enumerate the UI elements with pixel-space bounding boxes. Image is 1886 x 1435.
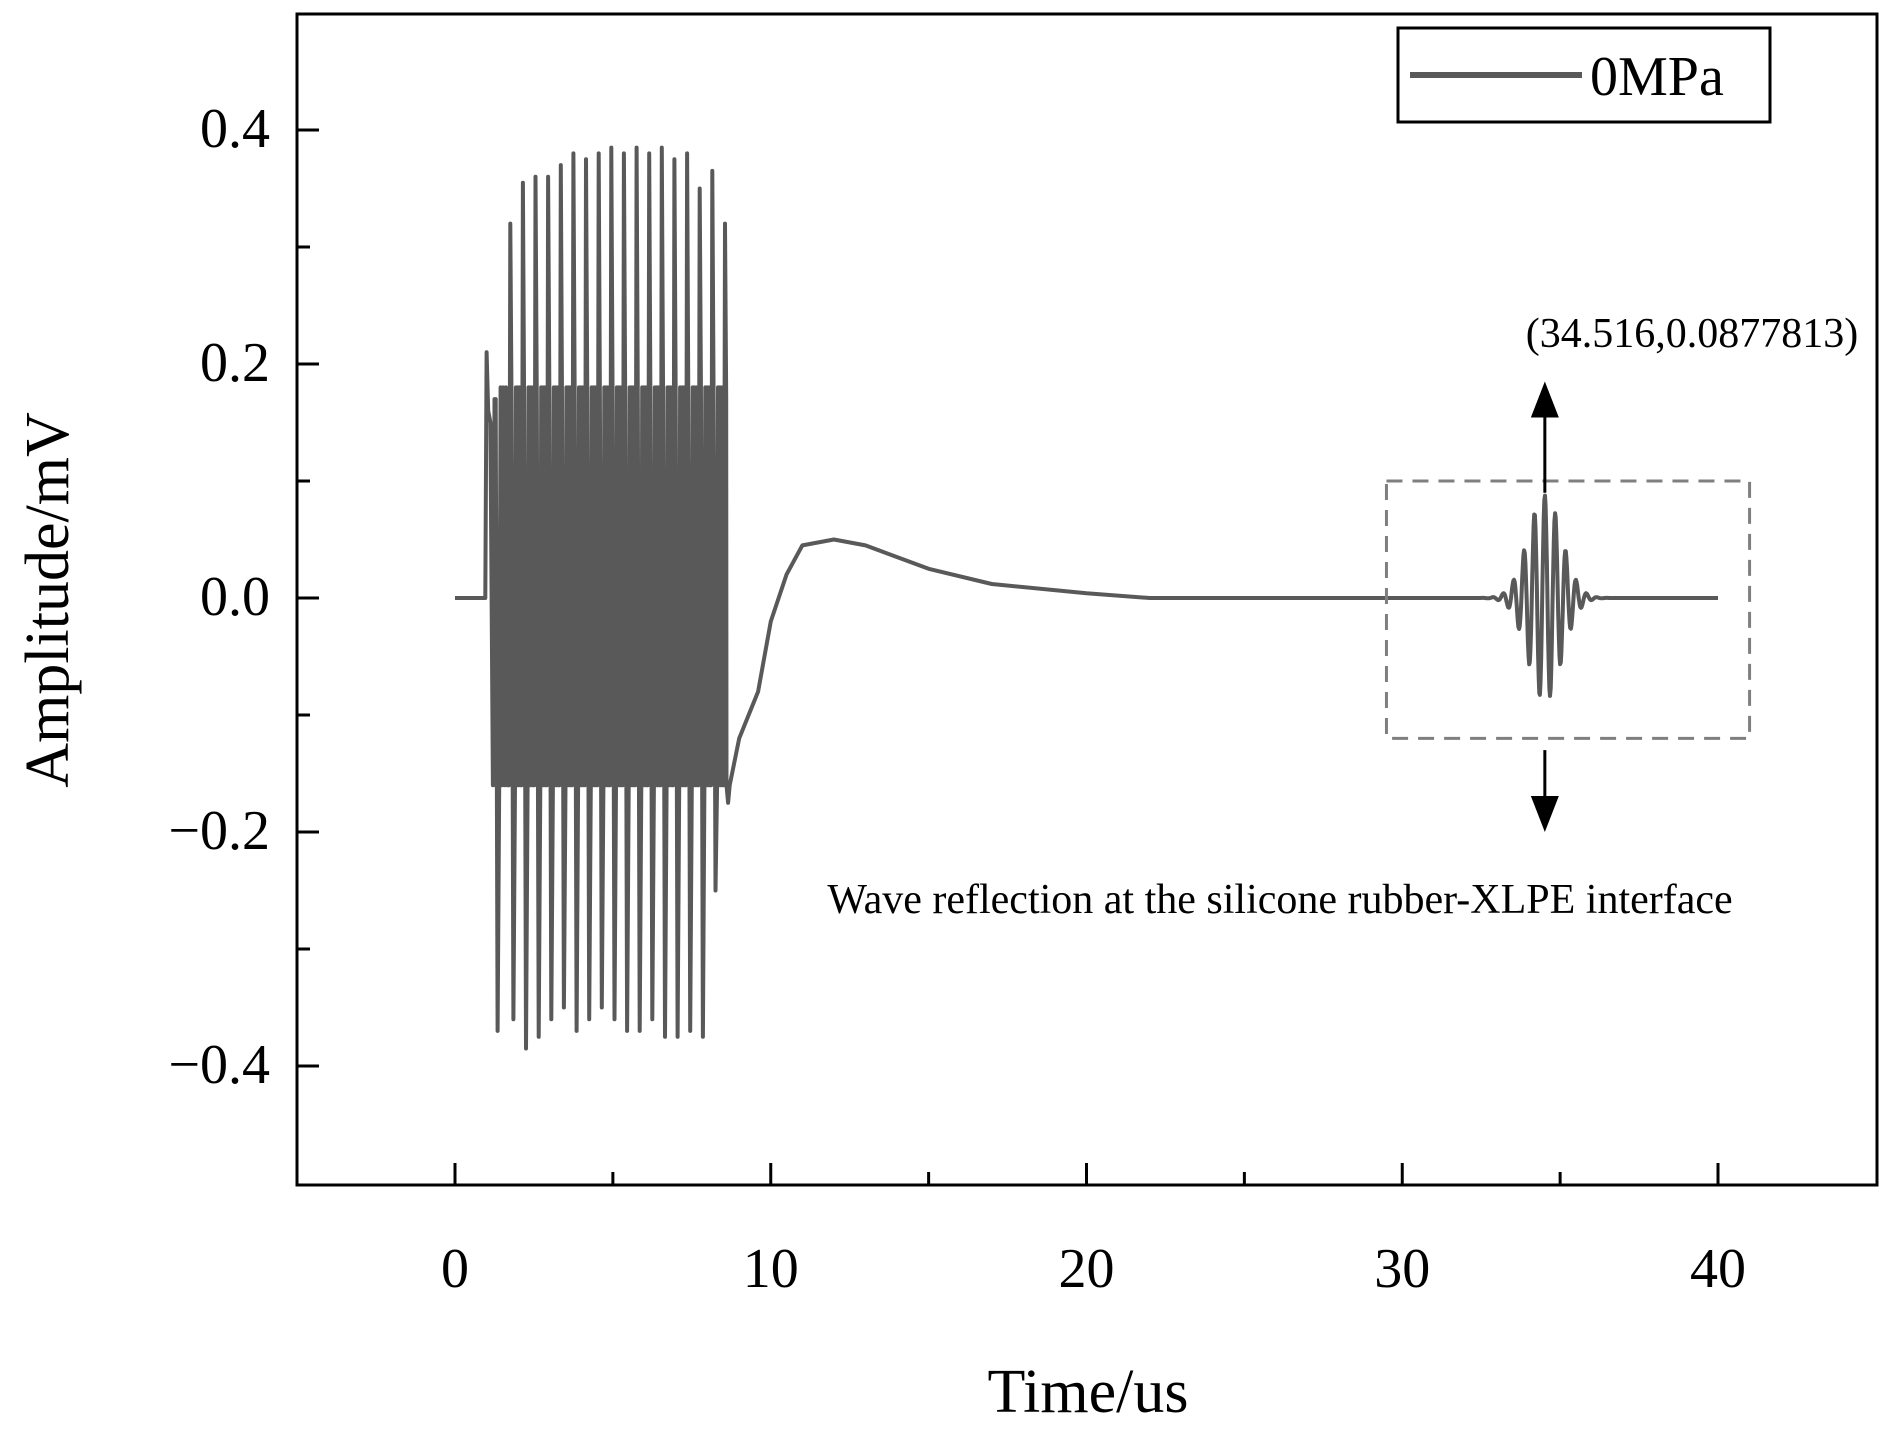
legend-label: 0MPa: [1590, 46, 1724, 108]
y-tick-label: 0.2: [200, 332, 270, 394]
arrow-head: [1530, 381, 1559, 418]
x-tick-label: 20: [1059, 1238, 1115, 1300]
peak-annotation: (34.516,0.0877813): [1526, 311, 1858, 357]
x-tick-label: 30: [1374, 1238, 1430, 1300]
reflection-annotation: Wave reflection at the silicone rubber-X…: [827, 877, 1732, 923]
x-axis: 0 10 20 30 40: [441, 1163, 1746, 1300]
y-tick-label: −0.4: [168, 1034, 270, 1096]
arrow-head: [1530, 796, 1559, 832]
x-axis-title: Time/us: [987, 1358, 1188, 1426]
y-tick-label: 0.4: [200, 98, 270, 160]
legend: 0MPa: [1396, 26, 1772, 124]
x-tick-label: 10: [743, 1238, 799, 1300]
series-line-0MPa: [455, 145, 1718, 1051]
x-tick-label: 0: [441, 1238, 469, 1300]
y-tick-label: 0.0: [200, 566, 270, 628]
series-layer: [455, 145, 1718, 1051]
y-axis-title: Amplitude/mV: [14, 412, 82, 788]
y-tick-label: −0.2: [168, 800, 270, 862]
arrow-layer: [1530, 381, 1559, 832]
y-axis: −0.4 −0.2 0.0 0.2 0.4: [168, 98, 319, 1096]
x-tick-label: 40: [1690, 1238, 1746, 1300]
